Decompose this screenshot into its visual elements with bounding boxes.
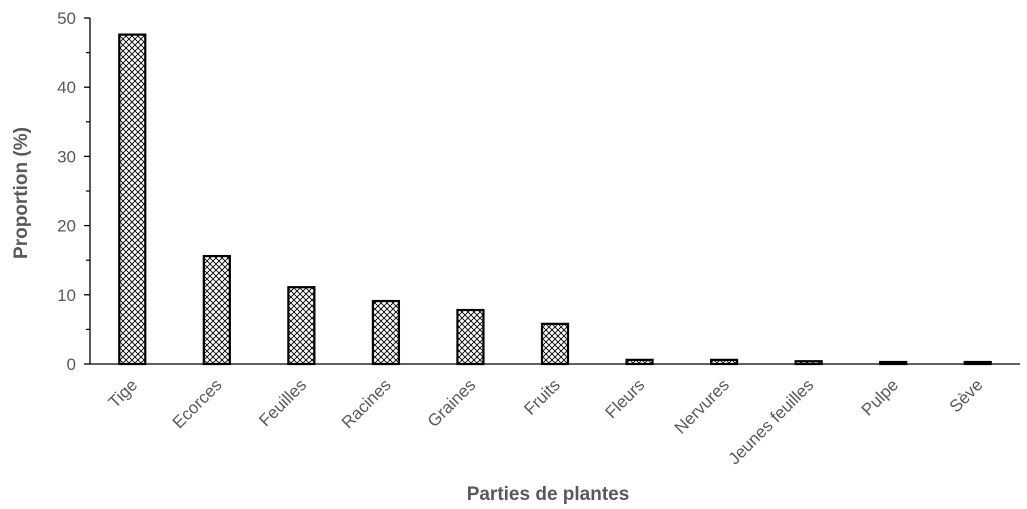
- bar: [709, 358, 739, 366]
- x-tick-label: Tige: [105, 375, 141, 411]
- x-tick-label: Fruits: [520, 375, 563, 418]
- bar: [118, 33, 147, 366]
- y-tick-label: 20: [57, 217, 76, 236]
- x-tick-label: Racines: [338, 375, 395, 432]
- x-tick-label: Fleurs: [602, 375, 649, 422]
- x-tick-label: Ecorces: [169, 375, 226, 432]
- y-tick-label: 10: [57, 286, 76, 305]
- x-tick-label: Pulpe: [858, 375, 902, 419]
- y-tick-label: 40: [57, 78, 76, 97]
- bar: [963, 360, 992, 366]
- x-tick-label: Graines: [424, 375, 480, 431]
- bar: [456, 308, 485, 366]
- bar: [202, 254, 231, 366]
- bar: [540, 322, 570, 366]
- x-axis-title: Parties de plantes: [467, 484, 630, 505]
- x-tick-label: Jeunes feuilles: [725, 375, 818, 468]
- x-tick-labels: Tige Ecorces Feuilles Racines Graines Fruits F…: [105, 375, 987, 468]
- y-tick-label: 0: [67, 355, 76, 374]
- y-axis: 0 10 20 30 40 50: [57, 9, 91, 374]
- bar: [794, 360, 823, 366]
- bar: [371, 299, 401, 366]
- x-tick-label: Feuilles: [255, 375, 310, 430]
- y-tick-label: 50: [57, 9, 76, 28]
- bar: [287, 286, 316, 366]
- x-tick-label: Sève: [946, 375, 987, 416]
- x-tick-label: Nervures: [671, 375, 733, 437]
- bar: [625, 358, 654, 366]
- y-tick-label: 30: [57, 147, 76, 166]
- y-axis-title: Proportion (%): [11, 127, 32, 259]
- bar: [879, 360, 908, 366]
- bars: [118, 33, 992, 366]
